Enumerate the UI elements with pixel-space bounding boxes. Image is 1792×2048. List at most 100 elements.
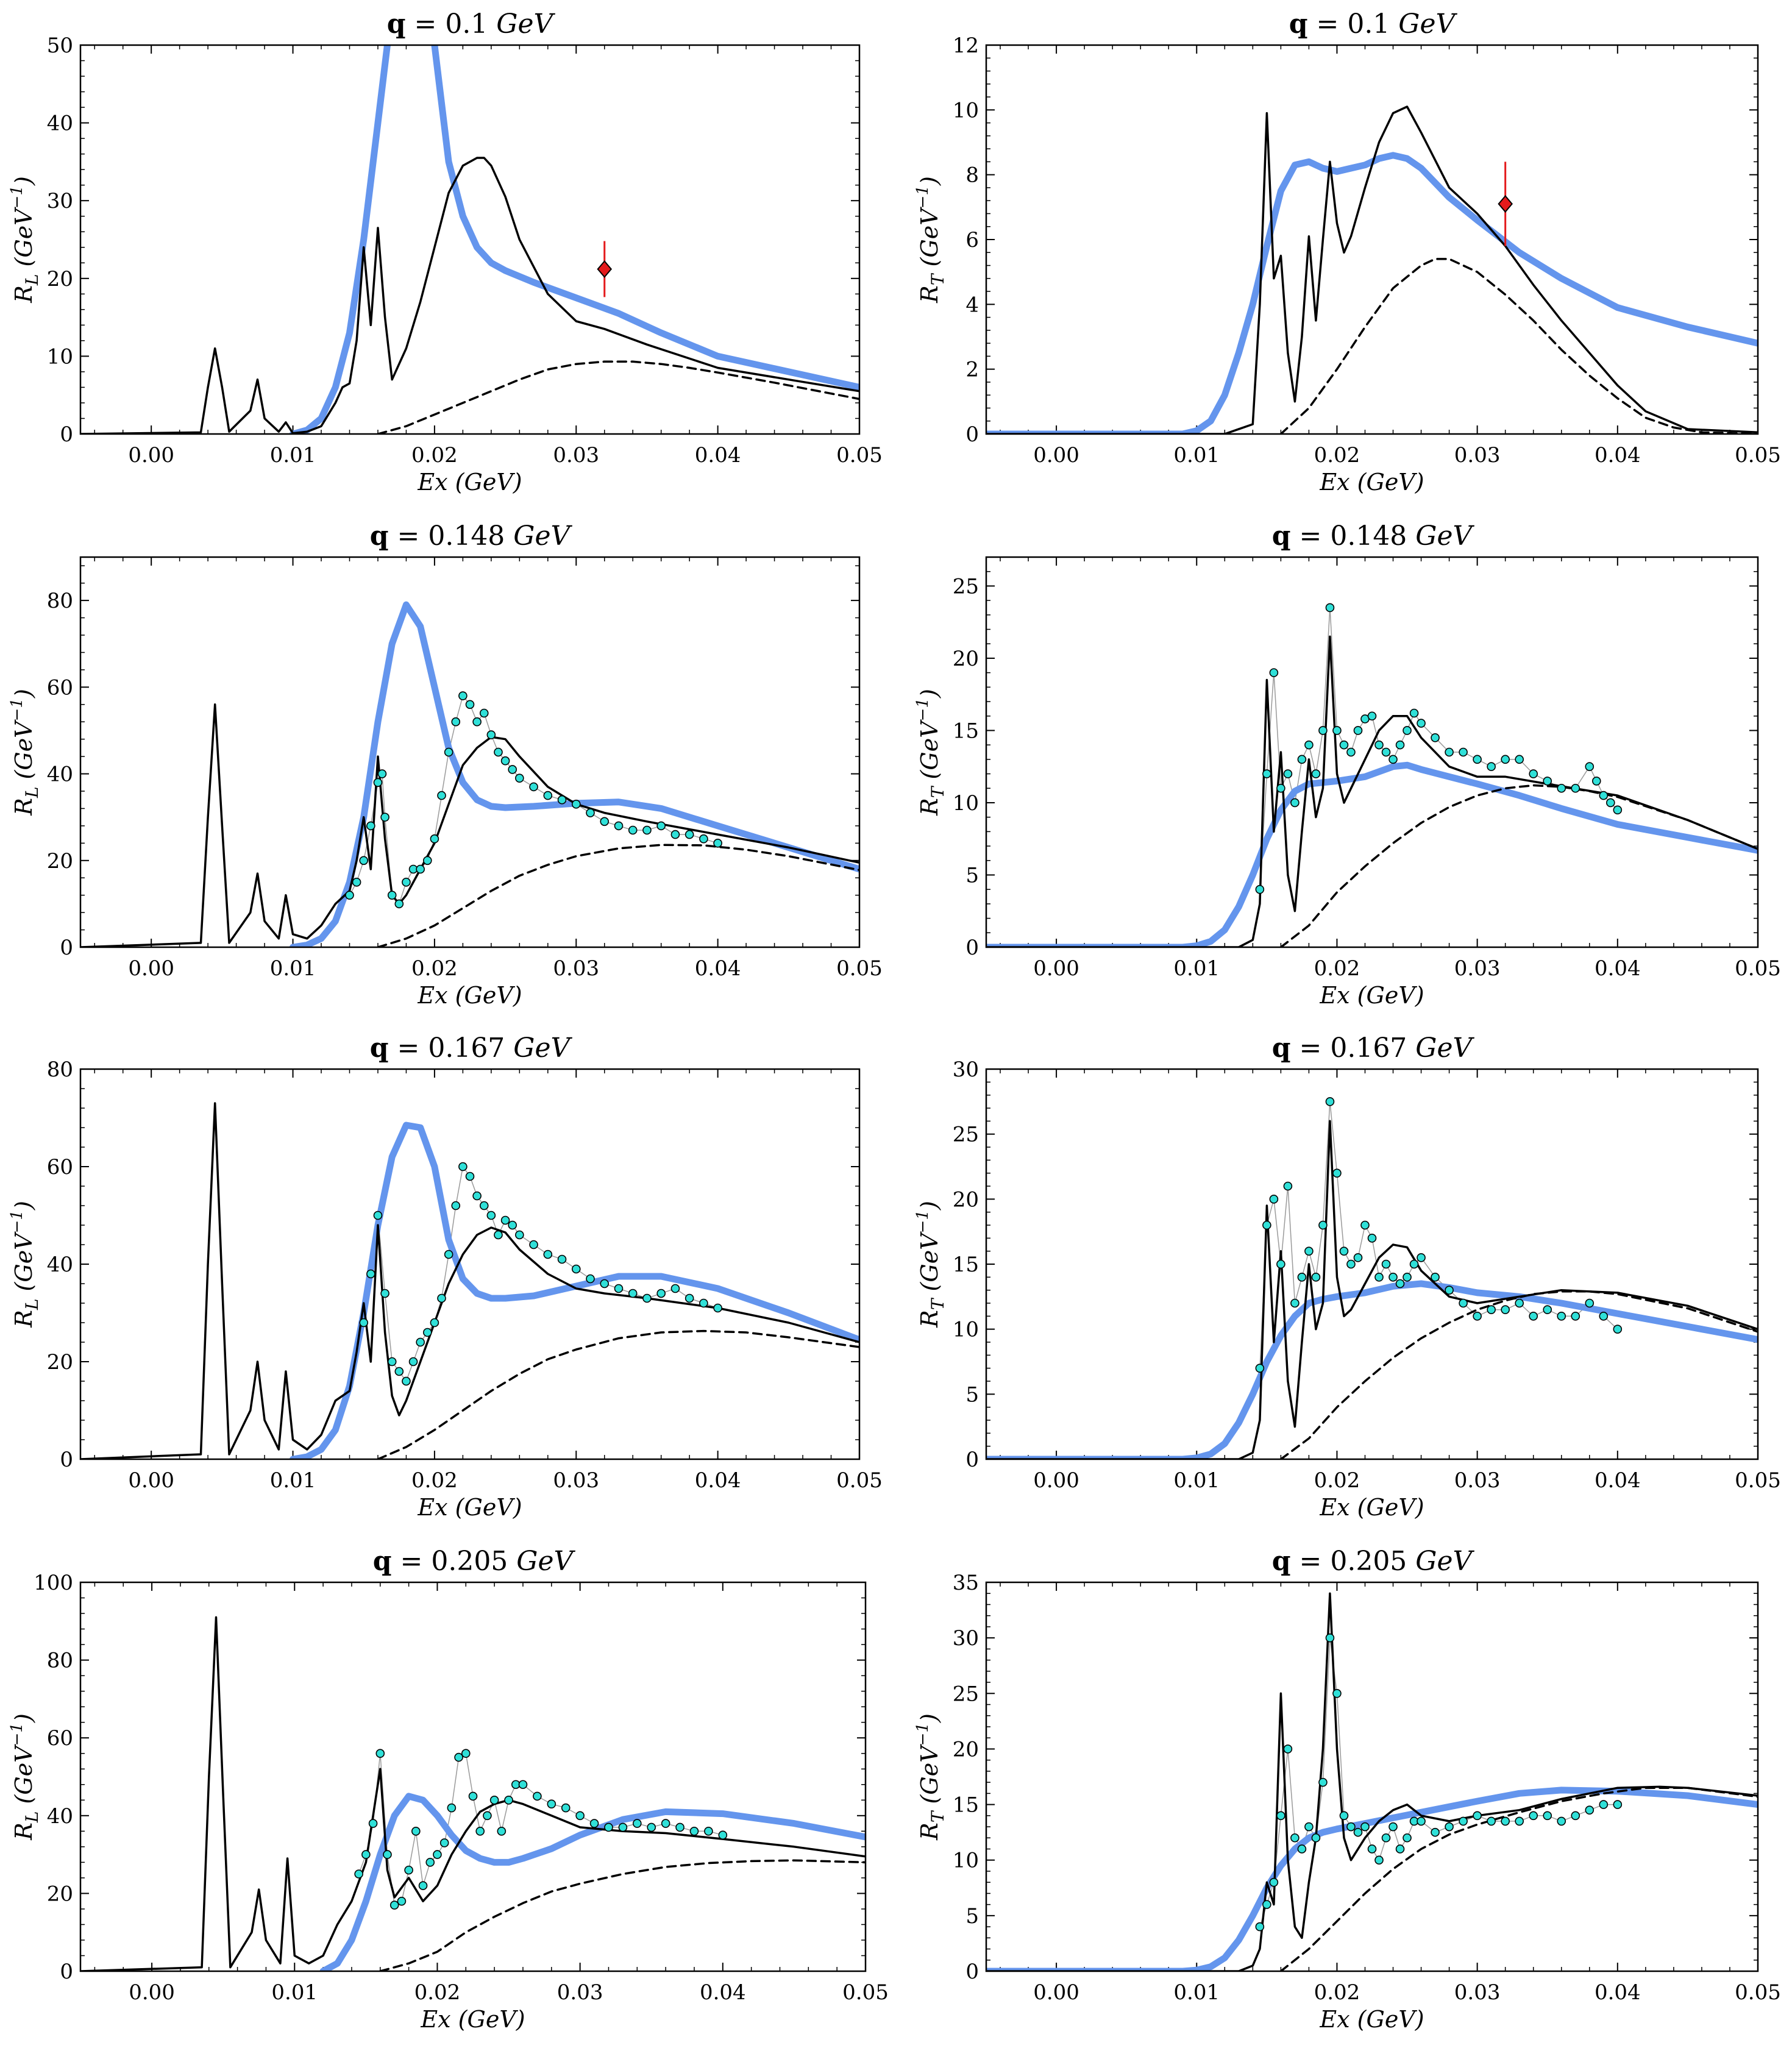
chart-panel-4: 0.00 0.01 0.02 0.03 0.04 0.05 0 5 10 15 20 25 q = 0.…: [914, 521, 1781, 1009]
data-point: [1381, 1259, 1391, 1269]
data-point: [1381, 747, 1391, 757]
x-axis-label: Ex (GeV): [1319, 1494, 1424, 1521]
data-point: [1459, 747, 1468, 757]
data-point: [518, 1780, 528, 1790]
data-point: [408, 1357, 418, 1367]
data-point: [1409, 708, 1419, 718]
data-point: [418, 1881, 428, 1890]
y-tick-label: 4: [965, 293, 979, 317]
series-line-thick-blue: [290, 1122, 859, 1459]
data-point: [422, 856, 432, 866]
data-point: [1403, 726, 1412, 735]
series-line-thick-blue: [319, 1793, 866, 1971]
plot-area: [80, 1616, 866, 1971]
data-point: [1367, 711, 1377, 721]
data-point: [1255, 1364, 1265, 1373]
data-point: [1346, 1822, 1356, 1832]
data-point: [1395, 740, 1405, 750]
data-point: [1388, 755, 1398, 764]
x-tick-label: 0.02: [1314, 443, 1360, 468]
y-tick-label: 0: [60, 1960, 73, 1984]
data-point: [437, 791, 446, 800]
y-tick-label: 8: [965, 163, 979, 188]
x-tick-label: 0.01: [270, 443, 316, 468]
data-point: [1473, 1312, 1482, 1321]
x-axis-label: Ex (GeV): [1319, 982, 1424, 1009]
panel-title: q = 0.148 GeV: [1272, 521, 1475, 552]
data-point: [1395, 1279, 1405, 1289]
data-point: [1571, 783, 1580, 793]
chart-panel-2: 0.00 0.01 0.02 0.03 0.04 0.05 0 2 4 6 8 10 12 q = 0.1…: [914, 9, 1781, 496]
plot-area: [80, 45, 859, 434]
data-point: [1367, 1234, 1377, 1243]
data-point: [670, 830, 680, 839]
data-point: [366, 1269, 375, 1279]
data-point: [589, 1819, 599, 1828]
plot-area: [986, 1097, 1758, 1459]
data-point: [1325, 1097, 1335, 1106]
axes-frame: [985, 1581, 1759, 1972]
series-line-thick-blue: [986, 761, 1758, 947]
chart-panel-7: 0.00 0.01 0.02 0.03 0.04 0.05 0 20 40 60 80 100 q = …: [8, 1546, 889, 2033]
data-point: [661, 1819, 670, 1828]
data-point: [1346, 1259, 1356, 1269]
data-point: [713, 839, 722, 848]
data-point: [600, 1279, 610, 1289]
x-tick-label: 0.05: [842, 1980, 889, 2005]
data-point: [1255, 1922, 1265, 1932]
series-line-dashed-black: [1279, 784, 1758, 947]
data-point: [479, 708, 489, 718]
data-point: [373, 1211, 383, 1220]
y-tick-label: 60: [47, 675, 73, 700]
data-point: [1515, 755, 1524, 764]
data-point: [394, 1367, 404, 1376]
data-point: [699, 1298, 708, 1308]
y-tick-label: 35: [953, 1571, 979, 1595]
data-point: [368, 1819, 378, 1828]
data-point: [1318, 1220, 1328, 1230]
x-tick-label: 0.02: [1314, 1980, 1360, 2005]
y-tick-label: 6: [965, 228, 979, 252]
y-tick-label: 80: [47, 1649, 73, 1673]
panel-title: q = 0.1 GeV: [387, 9, 556, 40]
data-point: [444, 1250, 453, 1259]
data-point: [1571, 1312, 1580, 1321]
data-point: [486, 730, 496, 739]
data-point: [1501, 1816, 1510, 1826]
data-point: [1388, 1273, 1398, 1282]
data-point: [670, 1284, 680, 1293]
data-point: [1571, 1811, 1580, 1821]
data-point: [489, 1795, 499, 1805]
series-line-dashed-black: [377, 360, 859, 434]
panel-title: q = 0.148 GeV: [370, 521, 573, 552]
data-point: [1557, 1312, 1566, 1321]
data-point: [430, 1318, 439, 1328]
data-point: [642, 825, 652, 835]
data-point: [543, 791, 553, 800]
x-tick-label: 0.02: [411, 956, 458, 981]
y-axis-label: RT (GeV−1): [914, 1713, 948, 1841]
y-tick-label: 25: [953, 1682, 979, 1706]
y-tick-label: 40: [47, 112, 73, 136]
data-point: [383, 1850, 392, 1859]
data-point: [684, 1293, 694, 1303]
x-tick-label: 0.04: [695, 1468, 741, 1493]
x-tick-label: 0.05: [1735, 443, 1781, 468]
data-point: [1318, 1777, 1328, 1787]
x-tick-label: 0.01: [1173, 956, 1220, 981]
data-point: [354, 1869, 363, 1879]
data-point: [437, 1293, 446, 1303]
x-tick-label: 0.05: [836, 1468, 883, 1493]
data-point: [1311, 1273, 1321, 1282]
x-tick-label: 0.05: [1735, 1468, 1781, 1493]
data-point: [1417, 719, 1426, 728]
series-line-solid-black: [986, 1120, 1758, 1459]
data-point: [1473, 755, 1482, 764]
data-point: [425, 1858, 435, 1867]
y-axis-label: RL (GeV−1): [8, 176, 42, 304]
data-point: [1445, 1285, 1454, 1295]
data-point: [486, 1211, 496, 1220]
data-point: [1318, 726, 1328, 735]
data-point: [458, 1162, 468, 1172]
axes-frame: [79, 1581, 867, 1972]
